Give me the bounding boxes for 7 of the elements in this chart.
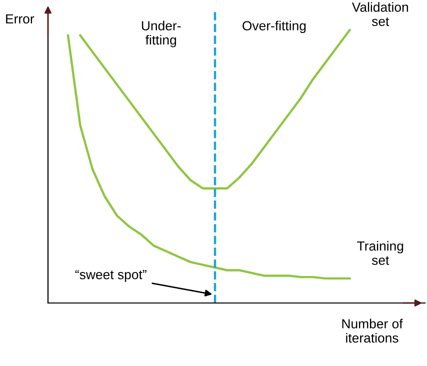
- y-axis-title: Error: [6, 14, 34, 24]
- x-axis-title: Number of iterations: [342, 318, 403, 343]
- annotation: “sweet spot”: [75, 270, 146, 282]
- annotation: Under- fitting: [142, 20, 181, 48]
- series-label: Validation set: [352, 2, 408, 26]
- annotation: Over-fitting: [242, 20, 306, 34]
- series-label: Training set: [357, 241, 404, 265]
